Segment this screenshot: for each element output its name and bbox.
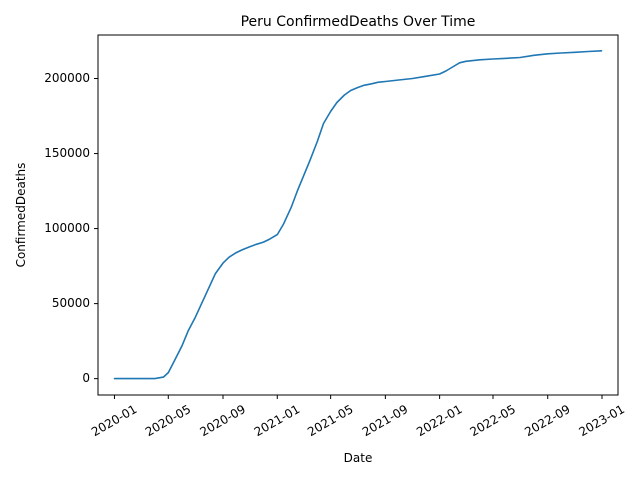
x-tick-label: 2022-09 bbox=[522, 402, 572, 439]
x-tick-label: 2021-09 bbox=[360, 402, 410, 439]
x-tick-label: 2020-05 bbox=[143, 402, 193, 439]
x-tick-label: 2020-01 bbox=[89, 402, 139, 439]
x-tick-label: 2020-09 bbox=[198, 402, 248, 439]
y-axis-label: ConfirmedDeaths bbox=[14, 163, 28, 268]
x-axis-label: Date bbox=[344, 451, 373, 465]
x-tick-label: 2023-01 bbox=[577, 402, 627, 439]
y-tick-label: 150000 bbox=[44, 146, 90, 160]
y-axis: 0 50000 100000 150000 200000 bbox=[44, 71, 98, 385]
plot-area bbox=[113, 49, 603, 380]
axes-frame bbox=[97, 34, 619, 396]
x-tick-label: 2021-05 bbox=[305, 402, 355, 439]
y-tick-label: 100000 bbox=[44, 221, 90, 235]
x-tick-label: 2022-05 bbox=[468, 402, 518, 439]
y-tick-label: 0 bbox=[82, 371, 90, 385]
x-axis: 2020-01 2020-05 2020-09 2021-01 2021-05 2021-… bbox=[89, 395, 627, 439]
y-tick-label: 200000 bbox=[44, 71, 90, 85]
y-tick-label: 50000 bbox=[52, 296, 90, 310]
chart-title: Peru ConfirmedDeaths Over Time bbox=[241, 14, 476, 30]
series-line bbox=[113, 49, 603, 380]
x-tick-label: 2021-01 bbox=[252, 402, 302, 439]
x-tick-label: 2022-01 bbox=[414, 402, 464, 439]
